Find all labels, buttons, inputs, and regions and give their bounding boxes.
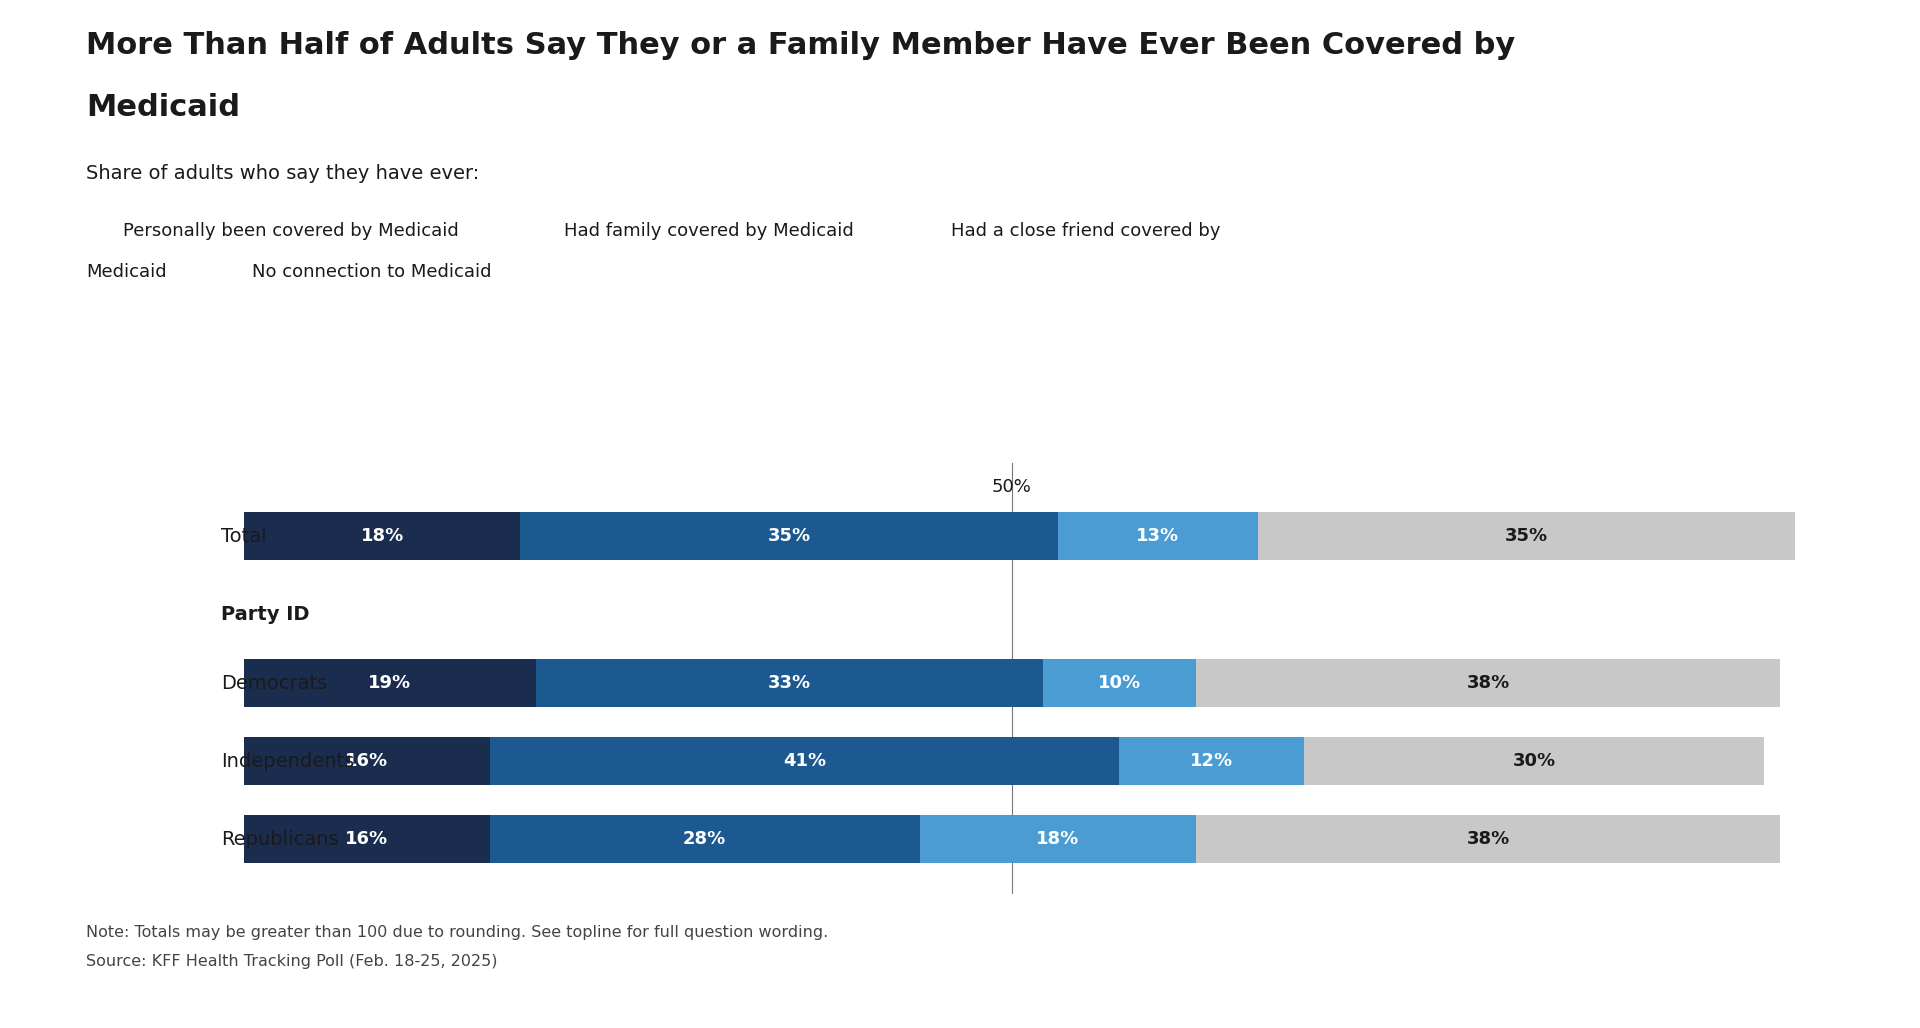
Text: Party ID: Party ID [221,604,309,624]
Text: 13%: 13% [1137,527,1179,545]
Text: Had family covered by Medicaid: Had family covered by Medicaid [564,222,852,241]
Bar [1119,737,1304,785]
Text: Democrats: Democrats [221,673,326,693]
Text: 10%: 10% [1098,674,1140,692]
Text: Independents: Independents [221,751,353,771]
Text: Republicans: Republicans [221,830,338,849]
Text: 35%: 35% [768,527,810,545]
Text: 16%: 16% [346,831,388,848]
Bar [1196,659,1780,707]
Text: Source: KFF Health Tracking Poll (Feb. 18-25, 2025): Source: KFF Health Tracking Poll (Feb. 1… [86,954,497,969]
Bar [1258,512,1795,560]
Bar [520,512,1058,560]
Text: 12%: 12% [1190,752,1233,770]
Text: 18%: 18% [361,527,403,545]
Text: 41%: 41% [783,752,826,770]
Bar [244,659,536,707]
Bar [244,737,490,785]
Bar [1304,737,1764,785]
Text: 18%: 18% [1037,831,1079,848]
Text: 38%: 38% [1467,674,1509,692]
Bar [244,815,490,864]
Text: 50%: 50% [993,478,1031,495]
Text: Share of adults who say they have ever:: Share of adults who say they have ever: [86,164,480,183]
Bar [244,512,520,560]
Text: 19%: 19% [369,674,411,692]
Bar [920,815,1196,864]
Text: 38%: 38% [1467,831,1509,848]
Text: Note: Totals may be greater than 100 due to rounding. See topline for full quest: Note: Totals may be greater than 100 due… [86,925,829,941]
Text: Had a close friend covered by: Had a close friend covered by [952,222,1221,241]
Text: Total: Total [221,526,267,546]
Bar [490,815,920,864]
Bar [1196,815,1780,864]
Text: 28%: 28% [684,831,726,848]
Text: Personally been covered by Medicaid: Personally been covered by Medicaid [123,222,459,241]
Bar [536,659,1043,707]
Text: 33%: 33% [768,674,810,692]
Text: 35%: 35% [1505,527,1548,545]
Text: More Than Half of Adults Say They or a Family Member Have Ever Been Covered by: More Than Half of Adults Say They or a F… [86,31,1515,60]
Text: Medicaid: Medicaid [86,93,240,121]
Bar [1043,659,1196,707]
Text: No connection to Medicaid: No connection to Medicaid [252,263,492,282]
Bar [1058,512,1258,560]
Text: 30%: 30% [1513,752,1555,770]
Bar [490,737,1119,785]
Text: 16%: 16% [346,752,388,770]
Text: Medicaid: Medicaid [86,263,167,282]
